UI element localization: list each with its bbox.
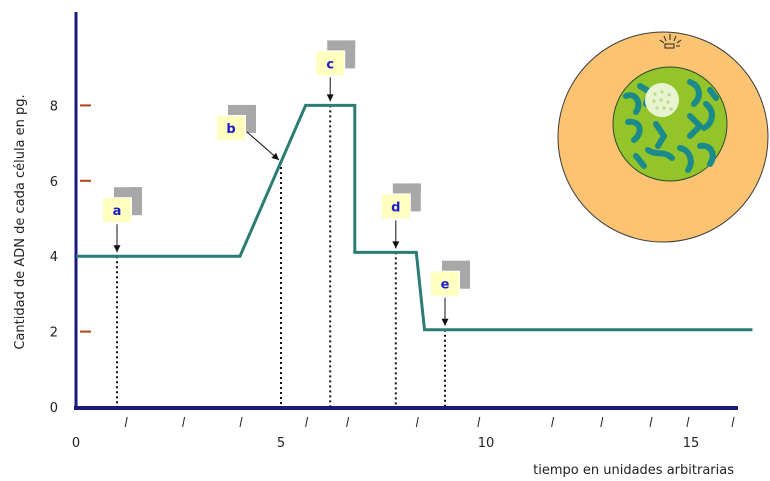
marker-a-box	[103, 198, 131, 223]
marker-c-shadow-top	[327, 40, 356, 51]
marker-d-shadow-top	[392, 183, 421, 194]
marker-b-box	[217, 115, 245, 140]
y-tick-label: 4	[50, 250, 58, 265]
marker-a-shadow-top	[114, 187, 142, 198]
y-axis-title: Cantidad de ADN de cada célula en pg.	[13, 94, 28, 349]
marker-b-arrow	[246, 131, 280, 161]
marker-c-box	[316, 51, 345, 76]
x-tick-mark	[686, 416, 690, 428]
marker-c-shadow-side	[345, 40, 356, 69]
marker-b-label: b	[226, 122, 235, 137]
dna-series-line	[76, 103, 753, 332]
marker-e-label: e	[441, 278, 450, 293]
marker-d-arrowhead	[392, 241, 400, 249]
marker-b-shadow-top	[228, 104, 256, 115]
marker-d-label: d	[391, 200, 400, 215]
plot-area: 0 2 4 6 8 0 5 10 15 tiempo en unidades arbitraria…	[13, 12, 753, 478]
marker-a-arrowhead	[113, 245, 121, 253]
x-tick-mark	[305, 416, 309, 428]
marker-b-arrowhead	[271, 152, 279, 160]
x-tick-mark	[415, 416, 419, 428]
y-tick-label: 8	[50, 99, 58, 114]
y-tick-label: 6	[50, 175, 58, 190]
chromatin-threads	[623, 79, 719, 173]
marker-e-shadow-side	[460, 260, 470, 289]
marker-c-arrowhead	[326, 94, 334, 102]
centrosome-icon	[659, 34, 682, 49]
cell-illustration	[557, 31, 769, 243]
marker-d-shadow-side	[410, 183, 421, 212]
x-tick-mark	[239, 416, 243, 428]
x-axis-title: tiempo en unidades arbitrarias	[533, 463, 734, 478]
x-tick-label: 0	[72, 436, 80, 451]
marker-a-label: a	[113, 204, 122, 219]
marker-b-shadow-side	[246, 104, 256, 133]
x-tick-label: 10	[478, 436, 495, 451]
x-tick-mark	[477, 416, 481, 428]
x-tick-label: 5	[277, 436, 285, 451]
y-tick-label: 2	[50, 326, 58, 341]
y-tick-label: 0	[50, 401, 58, 416]
cell-membrane	[557, 31, 769, 243]
x-tick-mark	[731, 416, 735, 428]
marker-d-box	[381, 194, 410, 219]
marker-e-arrowhead	[441, 318, 449, 326]
x-tick-mark	[182, 416, 186, 428]
marker-e-shadow-top	[442, 260, 470, 271]
nucleolus-dots	[652, 90, 673, 111]
x-tick-mark	[551, 416, 555, 428]
x-tick-label: 15	[683, 436, 700, 451]
x-tick-mark	[600, 416, 604, 428]
marker-e-box	[431, 271, 459, 296]
x-tick-mark	[346, 416, 350, 428]
x-tick-mark	[649, 416, 653, 428]
marker-a-shadow-side	[132, 187, 142, 216]
x-tick-mark	[124, 416, 128, 428]
marker-c-label: c	[326, 57, 334, 72]
